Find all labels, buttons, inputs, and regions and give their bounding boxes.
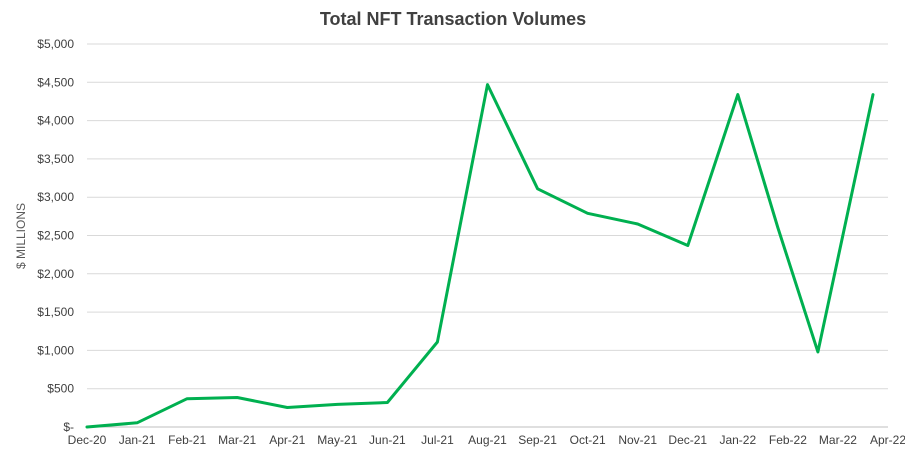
series-line <box>85 83 875 429</box>
x-tick-label: Jul-21 <box>421 433 454 447</box>
y-tick-label: $4,500 <box>37 75 74 89</box>
x-axis-ticks: Dec-20 Jan-21 Feb-21 Mar-21 Apr-21 May-21 Jun-… <box>68 433 905 447</box>
x-tick-label: Feb-22 <box>769 433 807 447</box>
x-tick-label: Nov-21 <box>618 433 657 447</box>
y-axis-label: $ MILLIONS <box>14 203 28 269</box>
x-tick-label: Mar-21 <box>218 433 256 447</box>
series-group <box>85 83 875 429</box>
gridlines <box>87 43 888 428</box>
x-tick-label: Sep-21 <box>518 433 557 447</box>
x-tick-label: May-21 <box>317 433 357 447</box>
y-tick-label: $2,500 <box>37 229 74 243</box>
y-tick-label: $4,000 <box>37 114 74 128</box>
x-tick-label: Oct-21 <box>570 433 606 447</box>
chart-title: Total NFT Transaction Volumes <box>320 9 586 29</box>
y-tick-label: $5,000 <box>37 37 74 51</box>
y-tick-label: $3,000 <box>37 190 74 204</box>
x-tick-label: Apr-22 <box>870 433 905 447</box>
x-tick-label: Feb-21 <box>168 433 206 447</box>
x-tick-label: Aug-21 <box>468 433 507 447</box>
x-tick-label: Apr-21 <box>269 433 305 447</box>
y-tick-label: $1,500 <box>37 305 74 319</box>
y-tick-label: $1,000 <box>37 343 74 357</box>
x-tick-label: Jan-21 <box>119 433 156 447</box>
y-axis-ticks: $- $500 $1,000 $1,500 $2,000 $2,500 $3,000 $3,5… <box>37 37 74 434</box>
x-tick-label: Dec-20 <box>68 433 107 447</box>
x-tick-label: Mar-22 <box>819 433 857 447</box>
y-tick-label: $500 <box>47 382 74 396</box>
y-tick-label: $2,000 <box>37 267 74 281</box>
y-tick-label: $- <box>63 420 74 434</box>
x-tick-label: Jan-22 <box>719 433 756 447</box>
y-tick-label: $3,500 <box>37 152 74 166</box>
x-tick-label: Dec-21 <box>668 433 707 447</box>
x-tick-label: Jun-21 <box>369 433 406 447</box>
